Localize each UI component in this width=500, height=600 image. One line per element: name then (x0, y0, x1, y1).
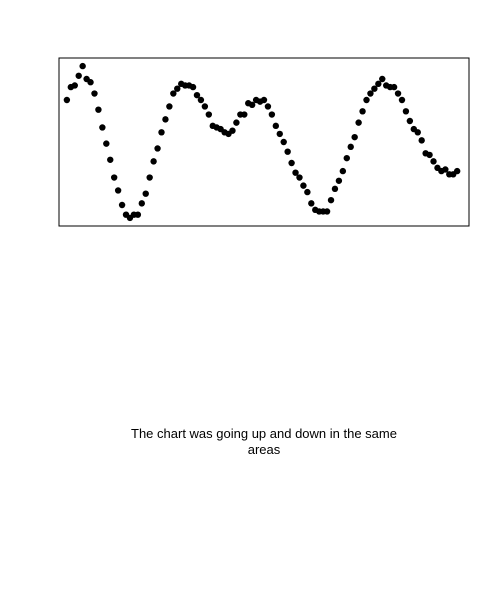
data-point (166, 103, 173, 110)
data-point (327, 196, 335, 204)
data-point (170, 90, 177, 97)
data-point (351, 133, 358, 141)
data-point (453, 167, 461, 175)
data-point (268, 111, 276, 118)
data-point (280, 138, 287, 146)
data-point (375, 80, 382, 88)
data-point (304, 188, 311, 196)
data-point (414, 129, 421, 136)
data-point (398, 96, 406, 104)
data-point (162, 116, 169, 123)
chart-caption: The chart was going up and down in the s… (131, 426, 397, 457)
data-point (193, 91, 201, 99)
data-point (390, 83, 398, 91)
data-point (91, 90, 98, 97)
data-point (394, 90, 402, 97)
data-point (335, 177, 343, 184)
data-point (379, 75, 386, 83)
data-point (331, 185, 339, 193)
plot-frame (58, 57, 470, 227)
data-point (367, 90, 374, 97)
data-point (107, 156, 114, 163)
data-point (233, 119, 240, 126)
data-point (363, 96, 370, 104)
data-point (241, 111, 248, 118)
data-point (430, 158, 437, 165)
data-point (150, 158, 157, 165)
data-point (197, 96, 205, 104)
data-point (142, 190, 149, 197)
data-point (355, 119, 362, 126)
data-point (146, 174, 153, 181)
data-point (110, 174, 118, 181)
data-point (276, 130, 283, 138)
data-point (264, 103, 272, 110)
data-point (402, 108, 410, 115)
data-point (418, 137, 425, 144)
data-point (158, 129, 165, 136)
data-point (284, 148, 291, 155)
data-point (174, 85, 181, 92)
data-point (87, 79, 94, 86)
data-point (296, 174, 303, 181)
data-point (292, 169, 299, 176)
data-point (75, 72, 82, 79)
data-point (260, 96, 268, 104)
data-point (114, 187, 122, 194)
data-point (359, 108, 366, 115)
data-point (288, 159, 295, 167)
data-point (426, 151, 433, 159)
data-point (95, 106, 102, 113)
data-point (442, 166, 449, 173)
data-point (71, 82, 78, 89)
data-point (189, 83, 197, 91)
data-point (347, 143, 354, 151)
data-point (308, 200, 315, 207)
data-point (99, 124, 106, 131)
data-point (201, 103, 209, 110)
data-point (205, 111, 213, 118)
data-points (63, 62, 461, 222)
data-point (79, 62, 86, 70)
data-point (339, 167, 347, 175)
data-point (272, 122, 280, 130)
data-point (300, 182, 307, 189)
data-point (134, 211, 142, 218)
data-point (154, 145, 161, 152)
data-point (323, 208, 331, 215)
data-point (343, 154, 350, 162)
data-point (138, 200, 145, 207)
data-point (371, 85, 378, 92)
data-point (229, 127, 236, 134)
data-point (103, 140, 110, 147)
data-point (118, 201, 126, 209)
data-point (248, 101, 256, 109)
data-point (406, 117, 414, 125)
data-point (63, 96, 71, 104)
